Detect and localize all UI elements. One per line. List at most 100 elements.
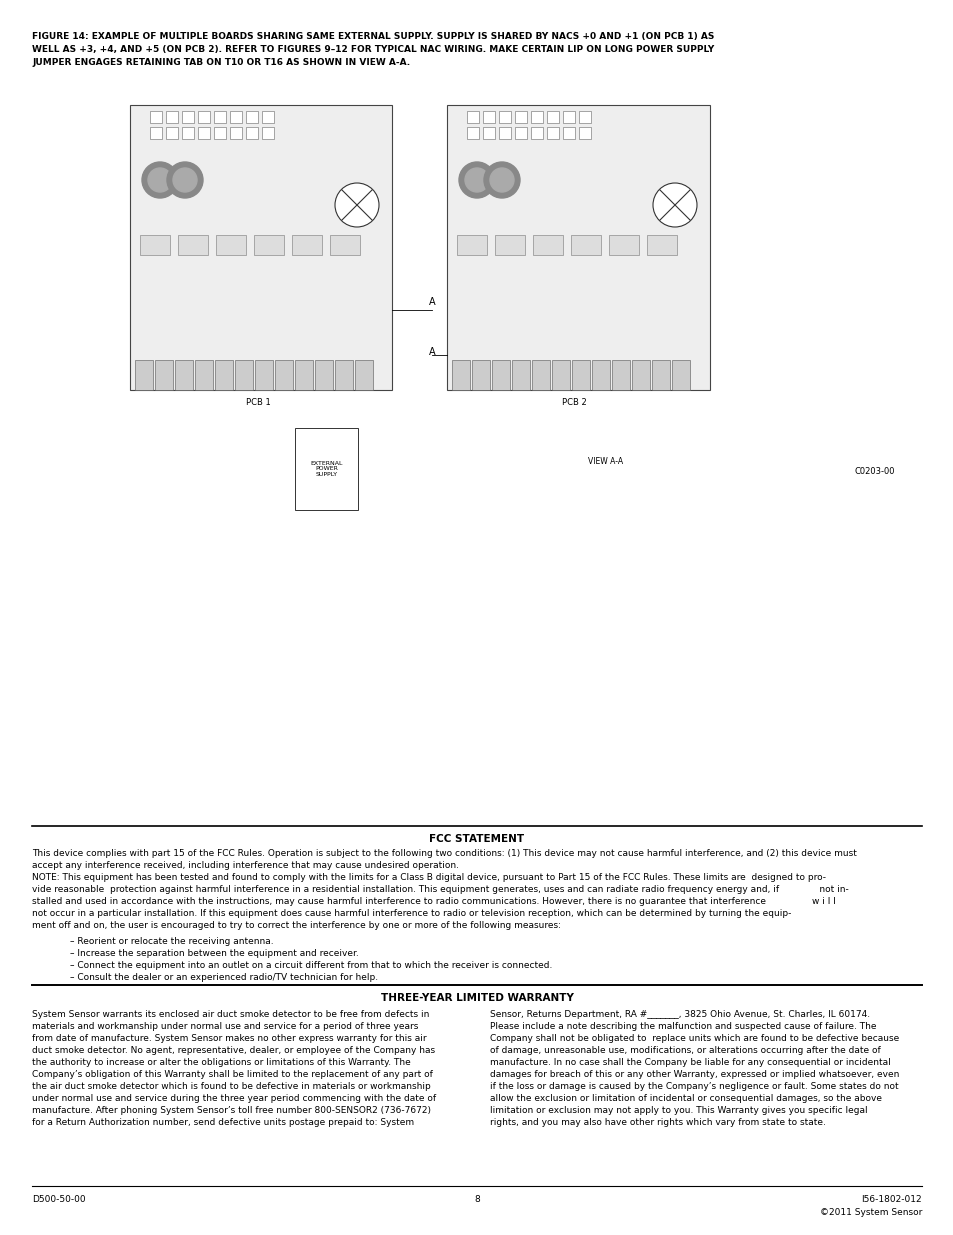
Bar bbox=[546, 111, 558, 124]
Bar bbox=[452, 359, 470, 390]
Bar bbox=[515, 127, 526, 140]
Bar bbox=[546, 127, 558, 140]
Text: I56-1802-012: I56-1802-012 bbox=[861, 1195, 921, 1204]
Bar bbox=[230, 127, 242, 140]
Bar bbox=[531, 127, 542, 140]
Circle shape bbox=[490, 168, 514, 191]
Bar bbox=[492, 359, 510, 390]
Bar bbox=[253, 235, 284, 254]
Bar bbox=[254, 359, 273, 390]
Text: NOTE: This equipment has been tested and found to comply with the limits for a C: NOTE: This equipment has been tested and… bbox=[32, 873, 825, 882]
Text: System Sensor warrants its enclosed air duct smoke detector to be free from defe: System Sensor warrants its enclosed air … bbox=[32, 1010, 429, 1019]
Text: THREE-YEAR LIMITED WARRANTY: THREE-YEAR LIMITED WARRANTY bbox=[380, 993, 573, 1003]
Circle shape bbox=[172, 168, 196, 191]
Text: WELL AS +3, +4, AND +5 (ON PCB 2). REFER TO FIGURES 9–12 FOR TYPICAL NAC WIRING.: WELL AS +3, +4, AND +5 (ON PCB 2). REFER… bbox=[32, 44, 714, 54]
Bar bbox=[314, 359, 333, 390]
Text: if the loss or damage is caused by the Company’s negligence or fault. Some state: if the loss or damage is caused by the C… bbox=[490, 1082, 898, 1091]
Bar bbox=[292, 235, 322, 254]
Bar bbox=[166, 127, 178, 140]
Text: C0203-00: C0203-00 bbox=[854, 468, 895, 477]
Bar bbox=[532, 359, 550, 390]
Bar bbox=[182, 111, 193, 124]
Bar bbox=[246, 127, 257, 140]
Bar bbox=[262, 111, 274, 124]
Bar bbox=[512, 359, 530, 390]
Text: of damage, unreasonable use, modifications, or alterations occurring after the d: of damage, unreasonable use, modificatio… bbox=[490, 1046, 880, 1055]
Text: FCC STATEMENT: FCC STATEMENT bbox=[429, 834, 524, 844]
Bar bbox=[467, 127, 478, 140]
Bar bbox=[294, 359, 313, 390]
Bar bbox=[330, 235, 359, 254]
Text: Sensor, Returns Department, RA #_______, 3825 Ohio Avenue, St. Charles, IL 60174: Sensor, Returns Department, RA #_______,… bbox=[490, 1010, 869, 1019]
Text: PCB 1: PCB 1 bbox=[245, 398, 270, 408]
Bar bbox=[150, 127, 162, 140]
Text: 8: 8 bbox=[474, 1195, 479, 1204]
Text: for a Return Authorization number, send defective units postage prepaid to: Syst: for a Return Authorization number, send … bbox=[32, 1118, 414, 1128]
Bar bbox=[154, 359, 172, 390]
Bar bbox=[140, 235, 170, 254]
Circle shape bbox=[652, 183, 697, 227]
Text: ment off and on, the user is encouraged to try to correct the interference by on: ment off and on, the user is encouraged … bbox=[32, 921, 560, 930]
Text: allow the exclusion or limitation of incidental or consequential damages, so the: allow the exclusion or limitation of inc… bbox=[490, 1094, 882, 1103]
Bar bbox=[213, 111, 226, 124]
Circle shape bbox=[142, 162, 178, 198]
Text: under normal use and service during the three year period commencing with the da: under normal use and service during the … bbox=[32, 1094, 436, 1103]
Bar bbox=[472, 359, 490, 390]
Text: duct smoke detector. No agent, representative, dealer, or employee of the Compan: duct smoke detector. No agent, represent… bbox=[32, 1046, 435, 1055]
Text: PCB 2: PCB 2 bbox=[561, 398, 586, 408]
Bar bbox=[671, 359, 689, 390]
Bar bbox=[150, 111, 162, 124]
Text: ©2011 System Sensor: ©2011 System Sensor bbox=[819, 1208, 921, 1216]
Bar bbox=[294, 429, 357, 510]
Circle shape bbox=[464, 168, 489, 191]
Bar bbox=[230, 111, 242, 124]
Bar bbox=[495, 235, 524, 254]
Bar bbox=[562, 111, 575, 124]
Text: JUMPER ENGAGES RETAINING TAB ON T10 OR T16 AS SHOWN IN VIEW A-A.: JUMPER ENGAGES RETAINING TAB ON T10 OR T… bbox=[32, 58, 410, 67]
Bar bbox=[608, 235, 639, 254]
Bar bbox=[194, 359, 213, 390]
Text: damages for breach of this or any other Warranty, expressed or implied whatsoeve: damages for breach of this or any other … bbox=[490, 1070, 899, 1079]
Text: the air duct smoke detector which is found to be defective in materials or workm: the air duct smoke detector which is fou… bbox=[32, 1082, 431, 1091]
Bar bbox=[135, 359, 152, 390]
Bar bbox=[166, 111, 178, 124]
Text: EXTERNAL
POWER
SUPPLY: EXTERNAL POWER SUPPLY bbox=[310, 461, 342, 477]
Text: manufacture. After phoning System Sensor’s toll free number 800-SENSOR2 (736-767: manufacture. After phoning System Sensor… bbox=[32, 1107, 431, 1115]
Bar bbox=[578, 127, 590, 140]
Bar bbox=[533, 235, 562, 254]
Bar bbox=[246, 111, 257, 124]
Text: manufacture. In no case shall the Company be liable for any consequential or inc: manufacture. In no case shall the Compan… bbox=[490, 1058, 890, 1067]
Text: – Connect the equipment into an outlet on a circuit different from that to which: – Connect the equipment into an outlet o… bbox=[70, 961, 552, 969]
Bar bbox=[335, 359, 353, 390]
Text: limitation or exclusion may not apply to you. This Warranty gives you specific l: limitation or exclusion may not apply to… bbox=[490, 1107, 866, 1115]
Bar bbox=[498, 127, 511, 140]
Bar bbox=[572, 359, 589, 390]
Circle shape bbox=[483, 162, 519, 198]
Text: vide reasonable  protection against harmful interference in a residential instal: vide reasonable protection against harmf… bbox=[32, 885, 848, 894]
Bar bbox=[182, 127, 193, 140]
Bar bbox=[447, 105, 709, 390]
Bar bbox=[552, 359, 569, 390]
Bar bbox=[262, 127, 274, 140]
Text: – Reorient or relocate the receiving antenna.: – Reorient or relocate the receiving ant… bbox=[70, 937, 274, 946]
Text: materials and workmanship under normal use and service for a period of three yea: materials and workmanship under normal u… bbox=[32, 1023, 418, 1031]
Text: not occur in a particular installation. If this equipment does cause harmful int: not occur in a particular installation. … bbox=[32, 909, 791, 918]
Text: D500-50-00: D500-50-00 bbox=[32, 1195, 86, 1204]
Circle shape bbox=[458, 162, 495, 198]
Bar bbox=[646, 235, 677, 254]
Bar bbox=[578, 111, 590, 124]
Bar bbox=[482, 127, 495, 140]
Bar bbox=[178, 235, 208, 254]
Bar bbox=[234, 359, 253, 390]
Bar bbox=[592, 359, 609, 390]
Bar bbox=[515, 111, 526, 124]
Text: A: A bbox=[428, 296, 435, 308]
Text: This device complies with part 15 of the FCC Rules. Operation is subject to the : This device complies with part 15 of the… bbox=[32, 848, 856, 858]
Bar bbox=[498, 111, 511, 124]
Text: – Consult the dealer or an experienced radio/TV technician for help.: – Consult the dealer or an experienced r… bbox=[70, 973, 377, 982]
Bar bbox=[467, 111, 478, 124]
Text: stalled and used in accordance with the instructions, may cause harmful interfer: stalled and used in accordance with the … bbox=[32, 897, 835, 906]
Bar bbox=[198, 111, 210, 124]
Bar bbox=[355, 359, 373, 390]
Text: accept any interference received, including interference that may cause undesire: accept any interference received, includ… bbox=[32, 861, 458, 869]
